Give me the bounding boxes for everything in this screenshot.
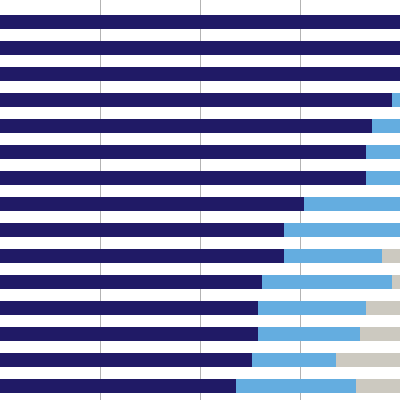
bar-row-2-segment-1 <box>0 41 400 55</box>
bar-row-10-segment-2 <box>284 249 382 263</box>
bar-row-12-segment-1 <box>0 301 258 315</box>
bar-row-5-segment-2 <box>372 119 400 133</box>
bar-row-6-segment-2 <box>366 145 400 159</box>
bar-row-11-segment-1 <box>0 275 262 289</box>
bar-row-1-segment-1 <box>0 15 400 29</box>
bar-row-14-segment-3 <box>336 353 400 367</box>
bar-row-15-segment-2 <box>236 379 356 393</box>
bars <box>0 15 400 393</box>
bar-row-9-segment-1 <box>0 223 284 237</box>
bar-row-8-segment-1 <box>0 197 304 211</box>
bar-row-12-segment-2 <box>258 301 366 315</box>
bar-row-12-segment-3 <box>366 301 400 315</box>
bar-row-8-segment-2 <box>304 197 400 211</box>
bar-row-3-segment-1 <box>0 67 400 81</box>
bar-row-11-segment-3 <box>392 275 400 289</box>
bar-row-10-segment-3 <box>382 249 400 263</box>
bar-row-13-segment-1 <box>0 327 258 341</box>
bar-row-14-segment-2 <box>252 353 336 367</box>
bar-row-6-segment-1 <box>0 145 366 159</box>
bar-row-9-segment-2 <box>284 223 400 237</box>
bar-row-4-segment-1 <box>0 93 392 107</box>
bar-row-4-segment-2 <box>392 93 400 107</box>
bar-row-5-segment-1 <box>0 119 372 133</box>
bar-row-13-segment-3 <box>360 327 400 341</box>
bar-row-10-segment-1 <box>0 249 284 263</box>
bar-row-13-segment-2 <box>258 327 360 341</box>
bar-row-15-segment-1 <box>0 379 236 393</box>
bar-row-14-segment-1 <box>0 353 252 367</box>
bar-row-15-segment-3 <box>356 379 400 393</box>
bar-row-11-segment-2 <box>262 275 392 289</box>
bar-row-7-segment-2 <box>366 171 400 185</box>
bar-row-7-segment-1 <box>0 171 366 185</box>
